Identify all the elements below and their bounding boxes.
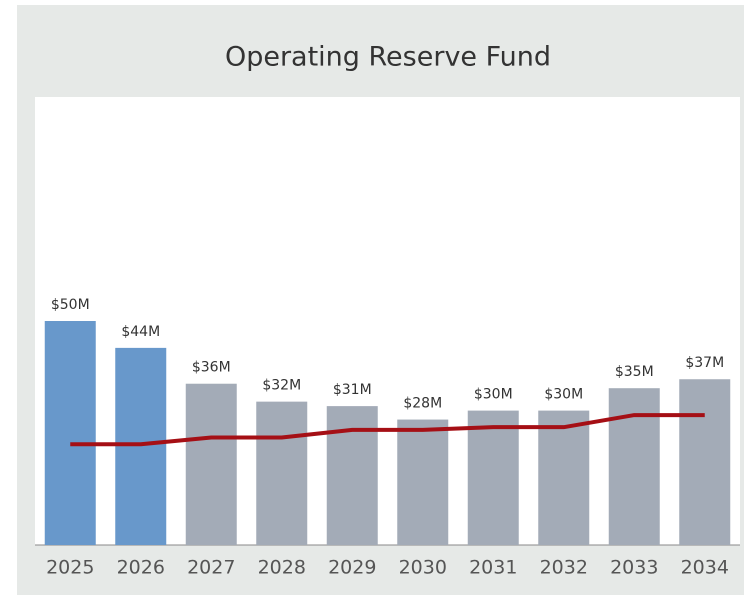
data-label: $50M: [51, 297, 90, 313]
line: [70, 413, 705, 447]
data-label: $30M: [544, 387, 583, 403]
x-tick-label: 2033: [610, 557, 658, 579]
bar: [115, 347, 167, 545]
bar: [44, 321, 96, 545]
x-tick-label: 2034: [681, 557, 729, 579]
x-tick-label: 2030: [399, 557, 447, 579]
bar: [679, 379, 731, 545]
data-label: $31M: [333, 382, 372, 398]
chart-title: Operating Reserve Fund: [225, 42, 551, 73]
data-label: $30M: [474, 387, 513, 403]
data-label: $35M: [615, 364, 654, 380]
x-tick-label: 2029: [328, 557, 376, 579]
x-tick-label: 2031: [469, 557, 517, 579]
bar: [538, 410, 590, 545]
x-tick-label: 2027: [187, 557, 235, 579]
data-label: $44M: [121, 324, 160, 340]
x-tick-label: 2032: [540, 557, 588, 579]
data-label: $28M: [403, 396, 442, 412]
bar: [608, 388, 660, 545]
x-tick-label: 2025: [46, 557, 94, 579]
data-label: $32M: [262, 378, 301, 394]
bar: [256, 401, 308, 545]
x-tick-label: 2028: [258, 557, 306, 579]
data-label: $37M: [685, 355, 724, 371]
x-tick-label: 2026: [117, 557, 165, 579]
data-label: $36M: [192, 360, 231, 376]
bar: [326, 406, 378, 545]
bar: [397, 419, 449, 545]
bar: [185, 383, 237, 545]
bar: [467, 410, 519, 545]
